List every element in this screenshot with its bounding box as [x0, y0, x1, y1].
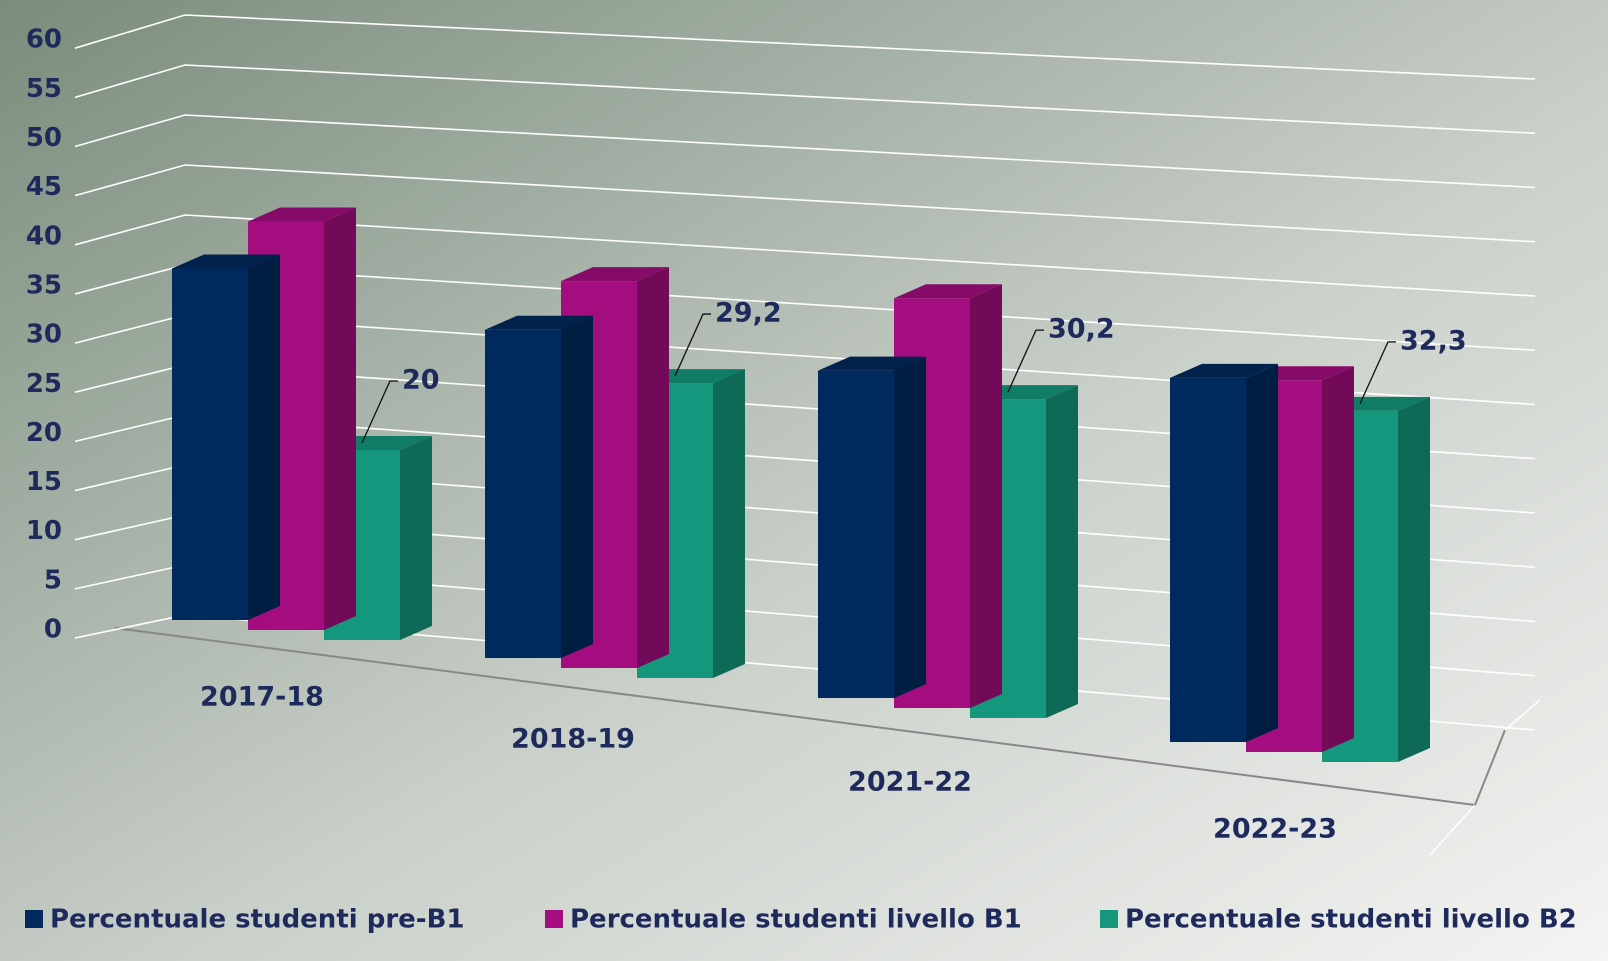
leader-line [674, 313, 711, 377]
bar-side [713, 369, 745, 678]
bar [172, 268, 248, 620]
floor-edge [1504, 699, 1541, 731]
bar-side [561, 315, 593, 658]
y-tick-label: 15 [26, 467, 62, 497]
data-label: 20 [402, 365, 440, 396]
bar-side [248, 254, 280, 620]
y-tick-label: 50 [26, 123, 62, 153]
legend-swatch [25, 910, 43, 928]
grid-line [74, 114, 1536, 189]
bar-side [1322, 366, 1354, 752]
y-tick-label: 30 [26, 320, 62, 350]
leader-line [361, 380, 398, 444]
grid-line [74, 14, 1536, 80]
data-label: 32,3 [1400, 325, 1467, 356]
x-tick-label: 2022-23 [1213, 814, 1337, 845]
bar-top [818, 356, 926, 371]
y-tick-label: 5 [44, 565, 62, 595]
y-tick-label: 0 [44, 615, 62, 645]
legend-swatch [1100, 910, 1118, 928]
bar-top [894, 284, 1002, 299]
bar-top [485, 315, 593, 330]
bar-side [1246, 363, 1278, 742]
bar-top [248, 207, 356, 222]
y-tick-label: 10 [26, 516, 62, 546]
bar-side [970, 284, 1002, 708]
x-tick-label: 2017-18 [200, 682, 324, 713]
leader-line [1007, 329, 1044, 393]
y-tick-label: 60 [26, 25, 62, 55]
bar [818, 370, 894, 698]
bar-side [637, 267, 669, 668]
data-label: 29,2 [715, 298, 782, 329]
y-tick-label: 35 [26, 270, 62, 300]
bar-side [894, 356, 926, 698]
bar-top [561, 267, 669, 282]
bar [485, 329, 561, 658]
grid-line [74, 64, 1536, 135]
y-tick-label: 40 [26, 221, 62, 251]
bar-side [1046, 385, 1078, 718]
legend-label: Percentuale studenti livello B1 [570, 905, 1022, 935]
bar-side [400, 436, 432, 640]
bar-side [1398, 396, 1430, 762]
floor-edge [1429, 804, 1476, 856]
y-tick-label: 45 [26, 172, 62, 202]
y-tick-label: 55 [26, 74, 62, 104]
grid-line [74, 164, 1536, 243]
x-tick-label: 2018-19 [511, 724, 635, 755]
legend-label: Percentuale studenti pre-B1 [50, 905, 464, 935]
bar [1170, 377, 1246, 742]
x-tick-label: 2021-22 [848, 767, 972, 798]
grid-line [74, 214, 1536, 297]
y-tick-label: 20 [26, 418, 62, 448]
bar-top [172, 254, 280, 269]
legend-label: Percentuale studenti livello B2 [1125, 905, 1577, 935]
leader-line [1359, 341, 1396, 405]
data-label: 30,2 [1048, 314, 1115, 345]
legend-swatch [545, 910, 563, 928]
bar-top [1170, 363, 1278, 378]
y-tick-label: 25 [26, 369, 62, 399]
bar-side [324, 207, 356, 630]
